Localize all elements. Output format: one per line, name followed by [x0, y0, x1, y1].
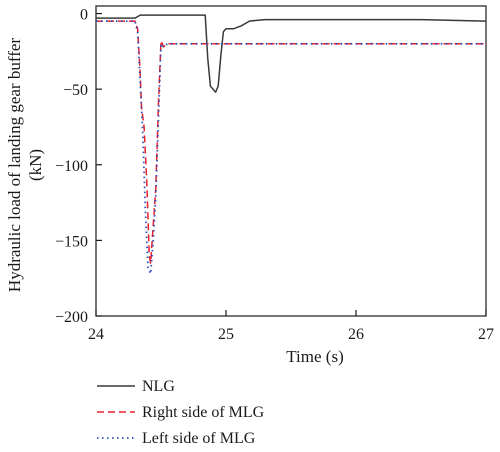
- y-tick-label: −200: [55, 309, 88, 326]
- tick-layer: 24 25 26 27 0 −50 −100 −150 −200: [55, 7, 494, 343]
- legend: NLG Right side of MLG Left side of MLG: [97, 378, 265, 447]
- legend-label-2: Left side of MLG: [142, 430, 256, 447]
- x-tick-label: 27: [478, 326, 494, 343]
- y-tick-label: 0: [80, 7, 88, 24]
- series-layer: [96, 14, 487, 275]
- y-axis-title: Hydraulic load of landing gear buffer (k…: [5, 38, 45, 292]
- y-axis-title-line2: (kN): [26, 149, 45, 181]
- legend-label-1: Right side of MLG: [142, 404, 265, 421]
- x-axis-title: Time (s): [286, 347, 343, 366]
- legend-label-0: NLG: [142, 378, 175, 395]
- series-line-2: [96, 20, 486, 275]
- series-line-0: [96, 14, 487, 93]
- plot-frame: [95, 5, 487, 317]
- y-axis-title-line1: Hydraulic load of landing gear buffer: [5, 38, 24, 292]
- x-tick-label: 24: [88, 326, 104, 343]
- y-tick-label: −100: [55, 158, 88, 175]
- series-line-1: [96, 20, 486, 264]
- x-tick-label: 26: [348, 326, 364, 343]
- x-tick-label: 25: [218, 326, 234, 343]
- y-tick-label: −150: [55, 233, 88, 250]
- y-tick-label: −50: [63, 82, 88, 99]
